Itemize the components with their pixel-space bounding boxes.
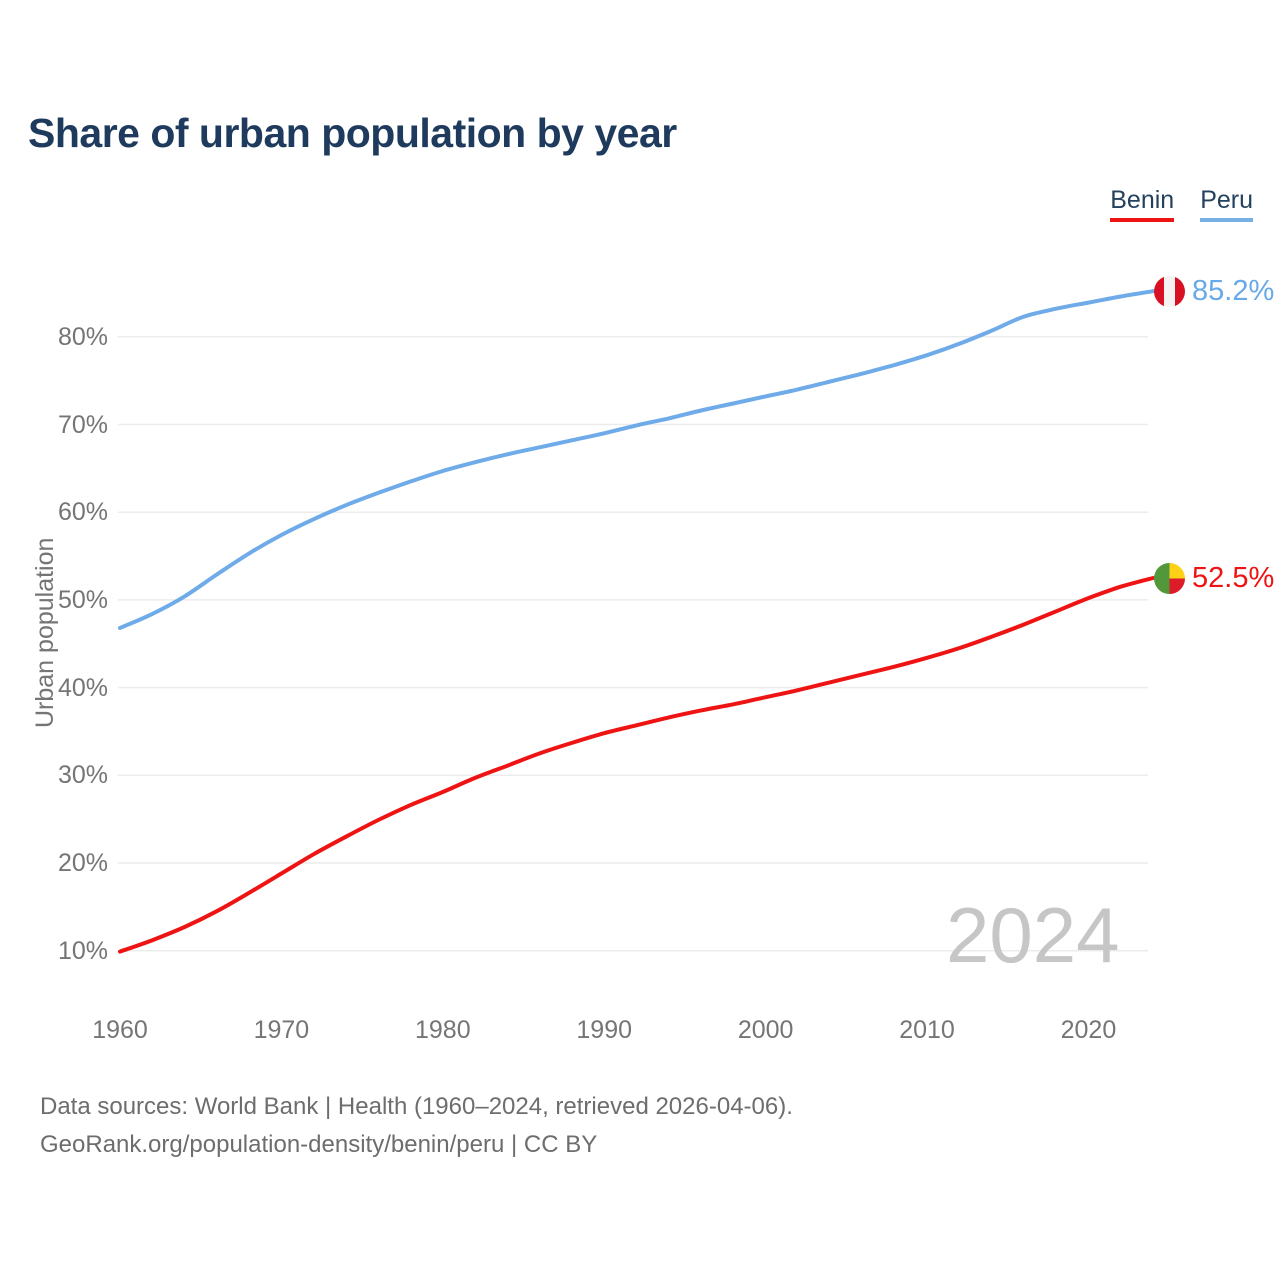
source-line-2: GeoRank.org/population-density/benin/per… — [40, 1131, 598, 1158]
y-axis-title: Urban population — [31, 537, 59, 728]
source-note: Data sources: World Bank | Health (1960–… — [40, 1088, 793, 1164]
peru-end-value: 85.2% — [1192, 275, 1275, 307]
benin-end-marker: 52.5% — [1154, 562, 1274, 595]
y-tick-label: 70% — [57, 410, 108, 439]
legend-item-benin[interactable]: Benin — [1110, 186, 1175, 222]
peru-end-marker: 85.2% — [1154, 275, 1274, 308]
x-tick-label: 1980 — [415, 1016, 471, 1044]
y-tick-label: 60% — [57, 498, 108, 527]
y-tick-label: 50% — [57, 585, 108, 614]
y-tick-label: 20% — [57, 849, 108, 877]
y-tick-label: 10% — [57, 936, 108, 965]
y-tick-label: 30% — [57, 761, 108, 790]
page-title: Share of urban population by year — [28, 110, 677, 156]
x-tick-label: 1990 — [576, 1016, 633, 1044]
x-tick-label: 2000 — [737, 1016, 794, 1044]
x-tick-label: 1970 — [253, 1016, 310, 1044]
line-benin — [118, 576, 1155, 954]
x-tick-label: 2010 — [899, 1016, 955, 1044]
y-tick-label: 80% — [57, 322, 108, 351]
x-tick-label: 1960 — [92, 1016, 148, 1044]
legend-label-benin: Benin — [1110, 186, 1175, 214]
year-watermark: 2024 — [946, 891, 1120, 979]
legend-item-peru[interactable]: Peru — [1200, 186, 1253, 222]
peru-flag-icon — [1154, 276, 1185, 307]
legend: Benin Peru — [1110, 186, 1253, 222]
benin-end-value: 52.5% — [1192, 562, 1275, 594]
benin-flag-icon — [1154, 563, 1185, 594]
line-peru — [118, 289, 1155, 630]
source-line-1: Data sources: World Bank | Health (1960–… — [40, 1093, 793, 1120]
y-tick-label: 40% — [57, 673, 108, 702]
x-tick-label: 2020 — [1060, 1016, 1117, 1044]
legend-label-peru: Peru — [1200, 186, 1253, 214]
